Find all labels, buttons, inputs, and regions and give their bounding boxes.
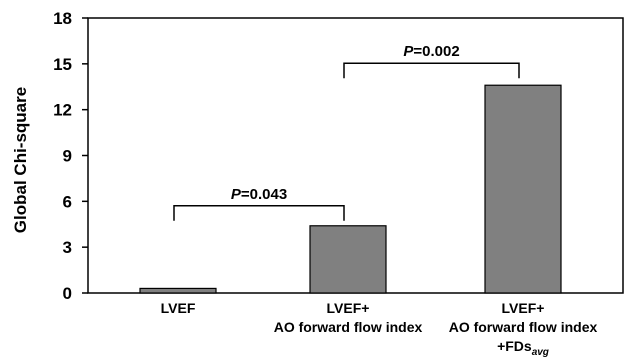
y-tick-label: 6 xyxy=(63,192,72,211)
y-tick-label: 9 xyxy=(63,147,72,166)
significance-bracket xyxy=(343,62,520,79)
y-tick-label: 12 xyxy=(53,101,72,120)
bar-3 xyxy=(484,84,562,294)
significance-brackets: P=0.043 P=0.002 xyxy=(173,43,520,221)
p-value-label: P=0.002 xyxy=(403,43,459,60)
chart-bars xyxy=(139,84,562,294)
y-axis-label: Global Chi-square xyxy=(11,87,30,233)
y-tick-label: 18 xyxy=(53,9,72,28)
significance-bracket xyxy=(173,205,345,221)
x-category-label: LVEF xyxy=(161,300,196,316)
y-tick-label: 3 xyxy=(63,238,72,257)
y-tick-labels: 0 3 6 9 12 15 18 xyxy=(53,9,88,303)
x-category-label: LVEF+ xyxy=(502,300,545,316)
x-category-labels: LVEF LVEF+ AO forward flow index LVEF+ AO fo… xyxy=(161,300,598,358)
x-category-label: AO forward flow index xyxy=(274,319,423,335)
p-value-label: P=0.043 xyxy=(231,186,287,203)
x-category-label: LVEF+ xyxy=(327,300,370,316)
y-tick-label: 0 xyxy=(63,284,72,303)
bar-1 xyxy=(139,287,217,294)
x-category-label: AO forward flow index xyxy=(449,319,598,335)
bar-2 xyxy=(309,225,387,294)
x-category-label: +FDsavg xyxy=(497,338,549,358)
y-tick-label: 15 xyxy=(53,55,72,74)
